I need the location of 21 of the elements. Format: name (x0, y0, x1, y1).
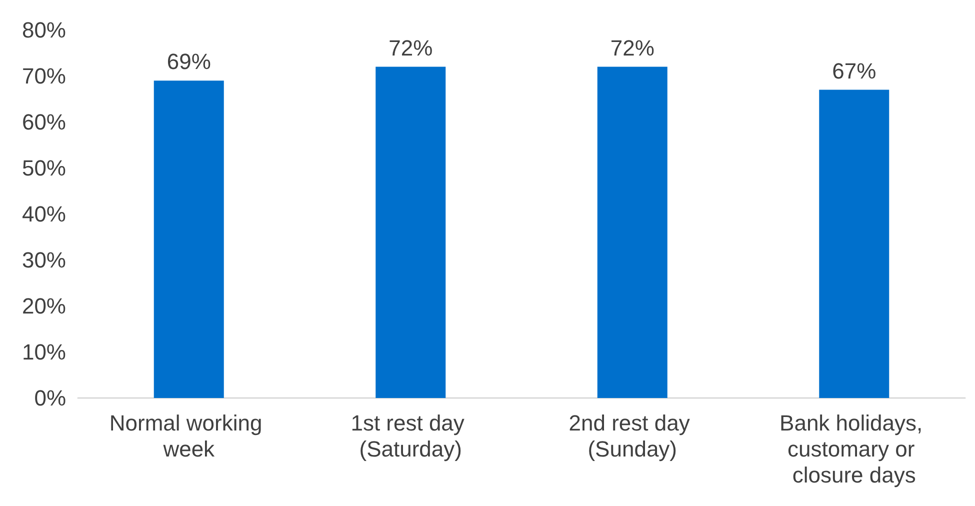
y-tick-label: 40% (22, 202, 66, 226)
data-label: 72% (610, 35, 654, 60)
y-tick-label: 80% (22, 18, 66, 42)
y-tick-label: 10% (22, 340, 66, 364)
y-tick-label: 30% (22, 248, 66, 272)
x-tick-label: 1st rest day (Saturday) (350, 410, 471, 462)
bar (597, 66, 668, 398)
y-tick-label: 60% (22, 110, 66, 134)
y-tick-label: 20% (22, 294, 66, 318)
bar (154, 80, 224, 398)
x-tick-label: Bank holidays, customary or closure days (780, 410, 929, 488)
bar (819, 90, 890, 398)
data-label: 72% (388, 35, 433, 60)
data-label: 67% (832, 58, 876, 84)
data-label: 69% (166, 49, 211, 74)
bar (376, 66, 446, 398)
y-tick-label: 50% (22, 156, 66, 180)
y-tick-label: 70% (22, 64, 66, 88)
y-tick-label: 0% (34, 386, 66, 410)
x-tick-label: 2nd rest day (Sunday) (568, 410, 696, 462)
x-tick-label: Normal working week (109, 410, 268, 462)
